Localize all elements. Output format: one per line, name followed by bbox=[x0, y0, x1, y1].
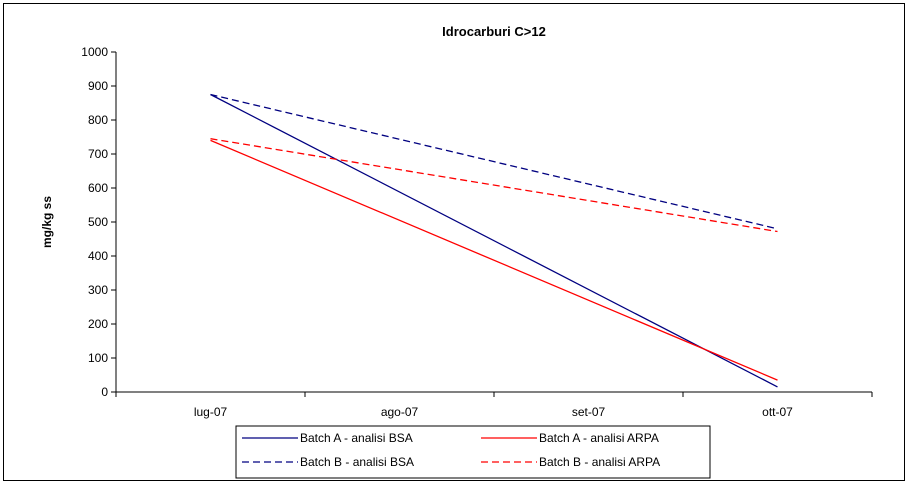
x-axis-ticks: lug-07 ago-07 set-07 ott-07 bbox=[115, 392, 873, 419]
x-tick-label: ott-07 bbox=[762, 405, 793, 419]
y-tick-label: 900 bbox=[88, 79, 108, 93]
x-tick-label: set-07 bbox=[572, 405, 606, 419]
y-axis-ticks: 0 100 200 300 400 500 600 700 800 900 1000 bbox=[81, 45, 116, 399]
axes bbox=[115, 52, 872, 393]
legend-label-1: Batch A - analisi BSA bbox=[300, 431, 413, 445]
legend: Batch A - analisi BSA Batch A - analisi A… bbox=[235, 425, 711, 479]
series-line-3 bbox=[210, 93, 778, 230]
line-chart: Idrocarburi C>12 mg/kg ss 0 100 200 300 400 5… bbox=[40, 24, 873, 479]
series-line-1 bbox=[210, 93, 778, 388]
y-tick-label: 500 bbox=[88, 215, 108, 229]
chart-frame: Idrocarburi C>12 mg/kg ss 0 100 200 300 400 5… bbox=[3, 3, 905, 481]
x-tick-label: lug-07 bbox=[194, 405, 228, 419]
y-tick-label: 400 bbox=[88, 249, 108, 263]
series-lines bbox=[210, 93, 778, 388]
legend-label-2: Batch A - analisi ARPA bbox=[539, 431, 659, 445]
series-line-2 bbox=[210, 139, 778, 381]
legend-box bbox=[235, 425, 711, 479]
legend-label-3: Batch B - analisi BSA bbox=[300, 455, 414, 469]
y-tick-label: 800 bbox=[88, 113, 108, 127]
x-tick-label: ago-07 bbox=[381, 405, 419, 419]
chart-title: Idrocarburi C>12 bbox=[442, 24, 546, 39]
y-tick-label: 0 bbox=[101, 385, 108, 399]
y-tick-label: 1000 bbox=[81, 45, 108, 59]
series-line-4 bbox=[210, 138, 778, 233]
y-tick-label: 300 bbox=[88, 283, 108, 297]
y-tick-label: 100 bbox=[88, 351, 108, 365]
y-tick-label: 600 bbox=[88, 181, 108, 195]
y-axis-label: mg/kg ss bbox=[40, 196, 54, 248]
y-tick-label: 200 bbox=[88, 317, 108, 331]
legend-label-4: Batch B - analisi ARPA bbox=[539, 455, 660, 469]
y-tick-label: 700 bbox=[88, 147, 108, 161]
